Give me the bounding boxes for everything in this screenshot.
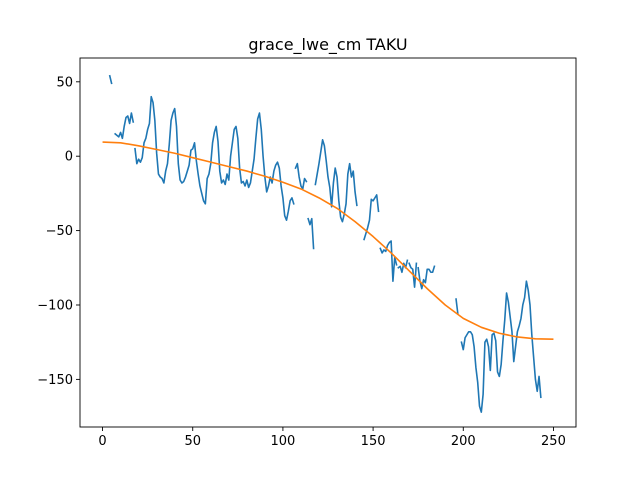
series-layer [102,74,554,413]
series-raw-segment-9 [408,262,418,288]
y-tick-label: 0 [65,150,73,165]
series-raw-segment-11 [455,298,459,315]
series-raw-segment-10 [417,265,436,290]
x-tick-label: 0 [98,434,106,449]
x-tick-label: 50 [184,434,201,449]
series-raw-segment-3 [294,162,308,190]
y-tick-label: −150 [37,373,73,388]
series-raw-segment-1 [114,112,135,140]
axes-layer: 0 50 100 150 200 250 50 0 −50 −100 −150 [37,57,577,449]
y-tick-label: −50 [46,224,73,239]
series-raw-segment-7 [379,240,398,282]
x-tick-label: 250 [541,434,566,449]
y-tick-label: −100 [37,298,73,313]
series-raw-segment-4 [307,217,315,250]
y-tick-label: 50 [56,75,73,90]
series-trend-line [102,141,554,341]
x-tick-label: 150 [361,434,386,449]
series-raw-segment-12 [460,280,542,413]
chart-title: grace_lwe_cm TAKU [248,35,407,55]
series-raw-segment-5 [314,139,358,223]
series-raw-segment-2 [134,95,295,221]
x-tick-label: 100 [270,434,295,449]
x-tick-label: 200 [451,434,476,449]
plot-frame [79,57,577,428]
series-raw-segment-0 [108,74,113,85]
